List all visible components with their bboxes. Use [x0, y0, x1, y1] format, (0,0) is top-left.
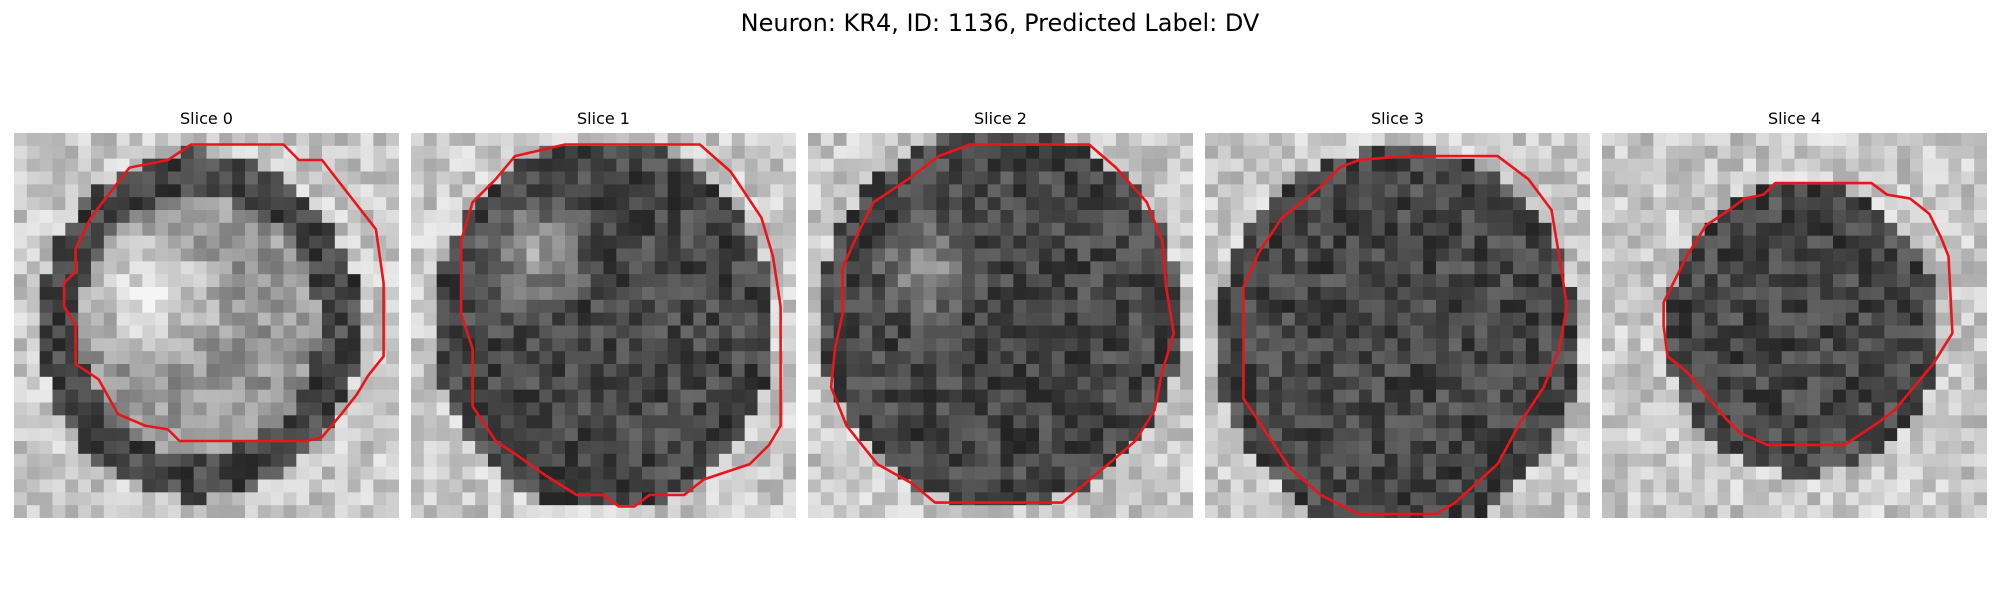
slice-title-0: Slice 0 — [180, 109, 233, 128]
pixel-grid — [14, 133, 399, 518]
slice-image-1 — [411, 133, 796, 518]
slice-image-4 — [1602, 133, 1987, 518]
figure-title: Neuron: KR4, ID: 1136, Predicted Label: … — [740, 9, 1260, 37]
contour-outline — [1662, 181, 1954, 447]
pixel-grid — [1205, 133, 1590, 518]
slice-title-2: Slice 2 — [974, 109, 1027, 128]
slice-title-1: Slice 1 — [577, 109, 630, 128]
contour-outline — [62, 143, 385, 443]
slice-panel-4: Slice 4 — [1602, 105, 1987, 525]
contour-outline — [459, 143, 782, 508]
pixel-grid — [1602, 133, 1987, 518]
slice-panel-2: Slice 2 — [808, 105, 1193, 525]
slice-title-3: Slice 3 — [1371, 109, 1424, 128]
contour-outline — [829, 143, 1176, 504]
pixel-grid — [808, 133, 1193, 518]
slice-image-2 — [808, 133, 1193, 518]
slice-image-0 — [14, 133, 399, 518]
pixel-grid — [411, 133, 796, 518]
slice-image-3 — [1205, 133, 1590, 518]
contour-outline — [1242, 154, 1569, 516]
slice-panel-1: Slice 1 — [411, 105, 796, 525]
slice-title-4: Slice 4 — [1768, 109, 1821, 128]
slice-panel-0: Slice 0 — [14, 105, 399, 525]
slice-panel-3: Slice 3 — [1205, 105, 1590, 525]
